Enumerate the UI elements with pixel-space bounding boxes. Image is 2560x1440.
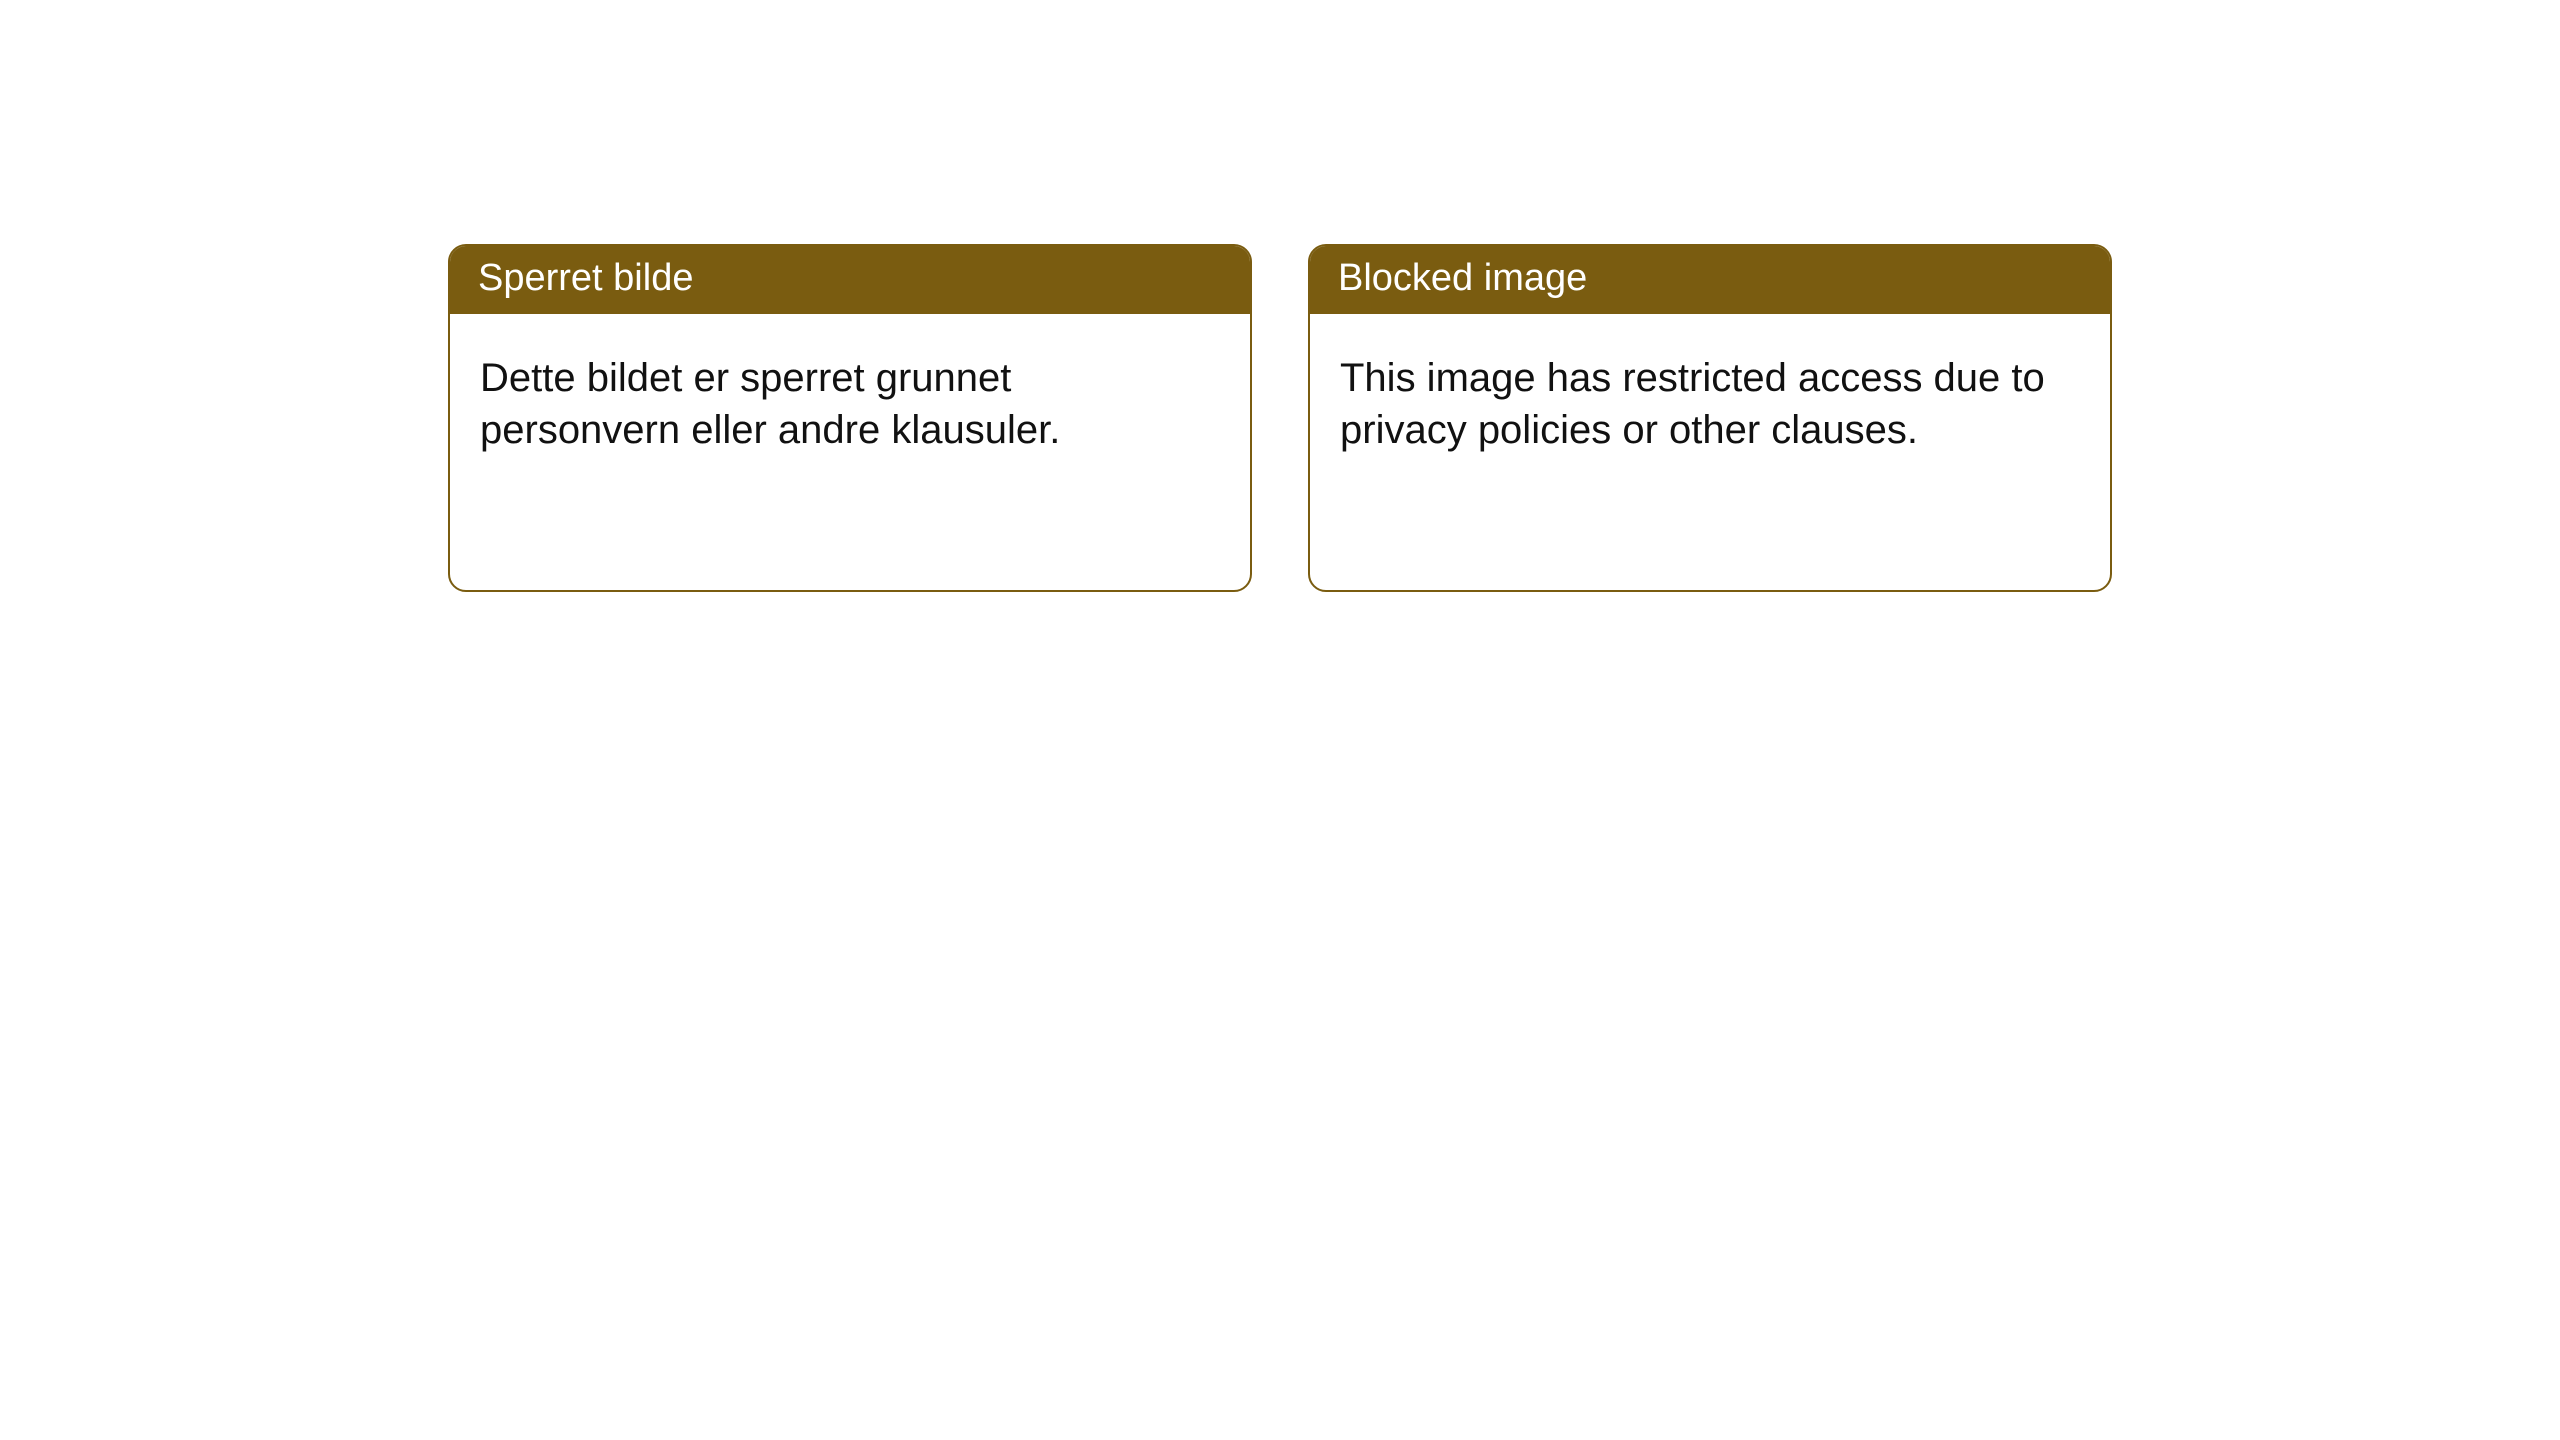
notice-title: Sperret bilde [450, 246, 1250, 314]
notice-container: Sperret bilde Dette bildet er sperret gr… [0, 0, 2560, 592]
notice-title: Blocked image [1310, 246, 2110, 314]
notice-card-english: Blocked image This image has restricted … [1308, 244, 2112, 592]
notice-card-norwegian: Sperret bilde Dette bildet er sperret gr… [448, 244, 1252, 592]
notice-body: This image has restricted access due to … [1310, 314, 2110, 590]
notice-body: Dette bildet er sperret grunnet personve… [450, 314, 1250, 590]
